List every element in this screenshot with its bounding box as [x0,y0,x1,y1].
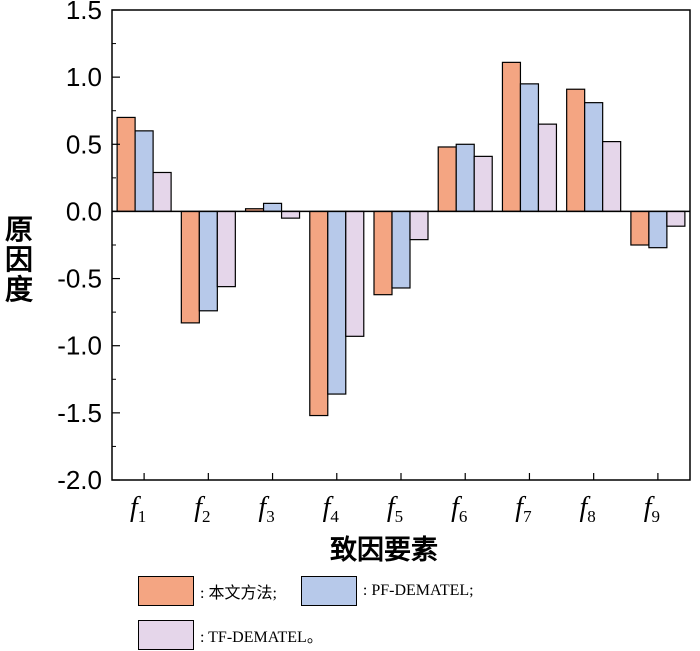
y-tick-label: -0.5 [57,264,102,294]
legend-row-1: : 本文方法; : PF-DEMATEL; [138,576,488,606]
x-tick-label-f1: f1 [130,492,146,526]
bar-f4-series-3 [345,210,365,337]
x-tick-label-f2: f2 [194,492,210,526]
bar-f5-series-1 [373,210,393,296]
bar-f3-series-2 [262,202,283,213]
bar-f9-series-1 [630,210,650,246]
bar-f8-series-1 [566,88,586,213]
x-tick-label-f7: f7 [515,492,532,526]
bar-f5-series-2 [391,210,411,289]
x-tick-label-f9: f9 [644,492,660,526]
x-tick-label-f8: f8 [580,492,596,526]
legend-swatch-1 [138,576,194,606]
bar-f6-series-3 [473,155,493,213]
y-tick-label: -1.0 [57,331,102,361]
x-axis-label: 致因要素 [330,535,438,566]
x-tick-label-f4: f4 [323,492,340,526]
legend-item-1: : 本文方法; [138,576,277,606]
bar-f4-series-2 [327,210,347,395]
bar-f1-series-3 [152,171,172,213]
y-tick-label: -1.5 [57,398,102,428]
y-tick-label: 1.0 [66,62,102,92]
bar-f1-series-1 [116,116,136,213]
bar-f4-series-1 [309,210,329,417]
legend-item-2: : PF-DEMATEL; [300,576,474,606]
bar-f5-series-3 [409,210,429,241]
legend-label-2: : PF-DEMATEL; [362,582,474,599]
bar-f3-series-3 [280,210,301,219]
x-tick-label-f3: f3 [258,492,274,526]
y-tick-label: 0.0 [66,196,102,226]
bar-f7-series-3 [537,123,558,213]
bar-f1-series-2 [134,130,154,213]
y-tick-label: -2.0 [57,465,102,495]
y-tick-label: 0.5 [66,129,102,159]
bar-f8-series-2 [584,102,604,213]
bar-f9-series-3 [666,210,686,227]
legend-row-2: : TF-DEMATEL。 [138,620,337,650]
legend-label-3: : TF-DEMATEL。 [200,629,323,646]
legend-swatch-2 [300,576,357,606]
legend-item-3: : TF-DEMATEL。 [138,620,323,650]
bar-f7-series-1 [501,61,522,213]
bar-f6-series-1 [437,146,457,213]
y-tick-label: 1.5 [66,0,102,25]
bar-f2-series-3 [216,210,236,288]
legend-label-1: : 本文方法; [200,585,277,602]
bar-f2-series-2 [198,210,218,312]
x-tick-label-f6: f6 [451,492,467,526]
bar-f2-series-1 [180,210,200,324]
bar-f7-series-2 [519,83,540,213]
bar-f8-series-3 [602,141,622,213]
bar-f9-series-2 [648,210,668,249]
bar-f6-series-2 [455,143,475,213]
y-axis-label: 原因度 [4,213,33,306]
x-tick-label-f5: f5 [387,492,403,526]
legend-swatch-3 [138,620,194,650]
